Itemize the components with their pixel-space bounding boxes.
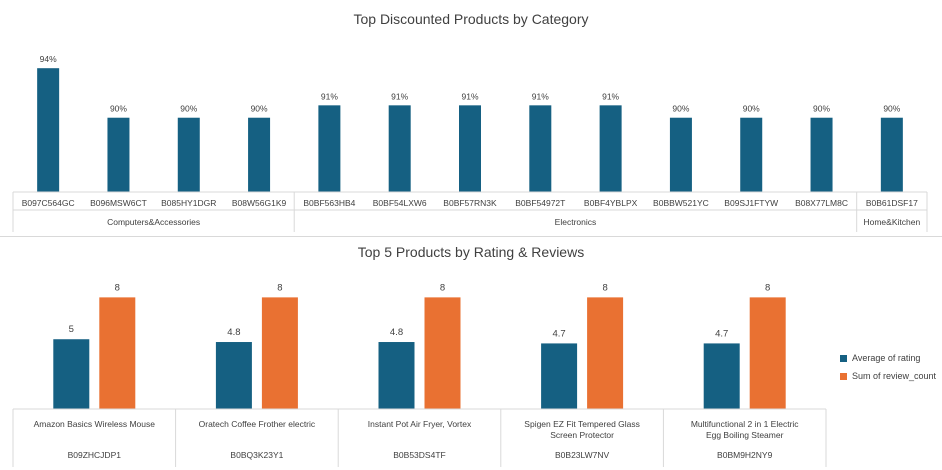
product-name-label: Egg Boiling Steamer: [706, 430, 784, 440]
discount-group-label: Computers&Accessories: [107, 217, 200, 227]
product-name-label: Screen Protector: [550, 430, 614, 440]
discount-bar: [177, 117, 200, 192]
discount-category-label: B08W56G1K9: [232, 198, 287, 208]
discount-bar: [529, 105, 552, 192]
product-name-label: Instant Pot Air Fryer, Vortex: [368, 419, 472, 429]
discount-group-label: Home&Kitchen: [863, 217, 920, 227]
discount-bar: [388, 105, 411, 192]
discount-chart-panel: Top Discounted Products by Category 94% B…: [0, 11, 942, 237]
discount-bar: [810, 117, 833, 192]
rating-bar: [541, 343, 578, 409]
discount-bar: [318, 105, 341, 192]
legend-item-review-count: Sum of review_count: [840, 367, 936, 385]
discount-category-label: B0BF57RN3K: [443, 198, 497, 208]
product-name-label: Multifunctional 2 in 1 Electric: [691, 419, 799, 429]
discount-category-label: B0BF4YBLPX: [584, 198, 638, 208]
discount-value-label: 90%: [743, 104, 760, 114]
product-name-label: Spigen EZ Fit Tempered Glass: [524, 419, 640, 429]
review-count-value-label: 8: [765, 282, 770, 293]
discount-value-label: 90%: [180, 104, 197, 114]
discount-value-label: 90%: [110, 104, 127, 114]
discount-bar: [248, 117, 271, 192]
product-id-label: B0BQ3K23Y1: [230, 450, 283, 460]
rating-value-label: 4.7: [552, 328, 565, 339]
discount-bar: [599, 105, 622, 192]
product-name-label: Oratech Coffee Frother electric: [199, 419, 316, 429]
discount-value-label: 91%: [602, 91, 619, 101]
review-count-bar: [749, 297, 786, 409]
review-count-value-label: 8: [277, 282, 282, 293]
rating-value-label: 4.8: [227, 327, 240, 338]
rating-chart-title: Top 5 Products by Rating & Reviews: [357, 244, 585, 260]
discount-category-label: B0BF54972T: [515, 198, 565, 208]
discount-group-label: Electronics: [555, 217, 597, 227]
discount-chart-title: Top Discounted Products by Category: [353, 11, 589, 27]
rating-value-label: 5: [69, 324, 74, 335]
legend-swatch-rating: [840, 354, 847, 362]
discount-bar: [459, 105, 481, 192]
rating-bar: [378, 342, 415, 409]
discount-category-label: B0B61DSF17: [866, 198, 918, 208]
legend-swatch-review-count: [840, 372, 847, 380]
review-count-value-label: 8: [602, 282, 607, 293]
product-id-label: B0BM9H2NY9: [717, 450, 773, 460]
rating-bar: [53, 339, 90, 409]
discount-value-label: 91%: [532, 91, 549, 101]
review-count-bar: [587, 297, 624, 409]
discount-value-label: 91%: [321, 91, 338, 101]
rating-chart-panel: Top 5 Products by Rating & Reviews 5 8 Ama…: [0, 237, 942, 470]
review-count-bar: [99, 297, 136, 409]
review-count-bar: [424, 297, 461, 409]
discount-value-label: 90%: [883, 104, 900, 114]
product-name-label: Amazon Basics Wireless Mouse: [34, 419, 156, 429]
rating-value-label: 4.8: [390, 327, 403, 338]
discount-category-label: B096MSW6CT: [90, 198, 147, 208]
review-count-value-label: 8: [440, 282, 445, 293]
rating-bar: [703, 343, 740, 409]
discount-value-label: 94%: [40, 54, 57, 64]
discount-bar: [740, 117, 763, 192]
discount-category-label: B09SJ1FTYW: [724, 198, 778, 208]
discount-value-label: 91%: [461, 91, 478, 101]
discount-bar: [880, 117, 903, 192]
discount-category-label: B0BBW521YC: [653, 198, 709, 208]
discount-value-label: 90%: [813, 104, 830, 114]
rating-value-label: 4.7: [715, 328, 728, 339]
legend-item-rating: Average of rating: [840, 349, 936, 367]
discount-category-label: B097C564GC: [22, 198, 75, 208]
discount-value-label: 90%: [672, 104, 689, 114]
product-id-label: B0B23LW7NV: [555, 450, 610, 460]
discount-value-label: 91%: [391, 91, 408, 101]
rating-chart-legend: Average of rating Sum of review_count: [840, 349, 936, 385]
discount-category-label: B0BF563HB4: [303, 198, 355, 208]
legend-label-review-count: Sum of review_count: [852, 371, 937, 381]
discount-bar: [107, 117, 130, 192]
product-id-label: B0B53DS4TF: [393, 450, 445, 460]
review-count-bar: [261, 297, 298, 409]
discount-bar: [37, 68, 60, 192]
rating-bar: [215, 342, 252, 409]
discount-bar: [669, 117, 692, 192]
legend-label-rating: Average of rating: [852, 353, 921, 363]
review-count-value-label: 8: [115, 282, 120, 293]
discount-category-label: B0BF54LXW6: [373, 198, 427, 208]
rating-chart: 5 8 Amazon Basics Wireless Mouse B09ZHCJDP1…: [12, 282, 827, 467]
discount-category-label: B085HY1DGR: [161, 198, 216, 208]
product-id-label: B09ZHCJDP1: [68, 450, 122, 460]
discount-chart: 94% B097C564GC 90% B096MSW6CT 90% B085HY1DGR 9…: [12, 54, 928, 232]
discount-value-label: 90%: [251, 104, 268, 114]
discount-category-label: B08X77LM8C: [795, 198, 848, 208]
